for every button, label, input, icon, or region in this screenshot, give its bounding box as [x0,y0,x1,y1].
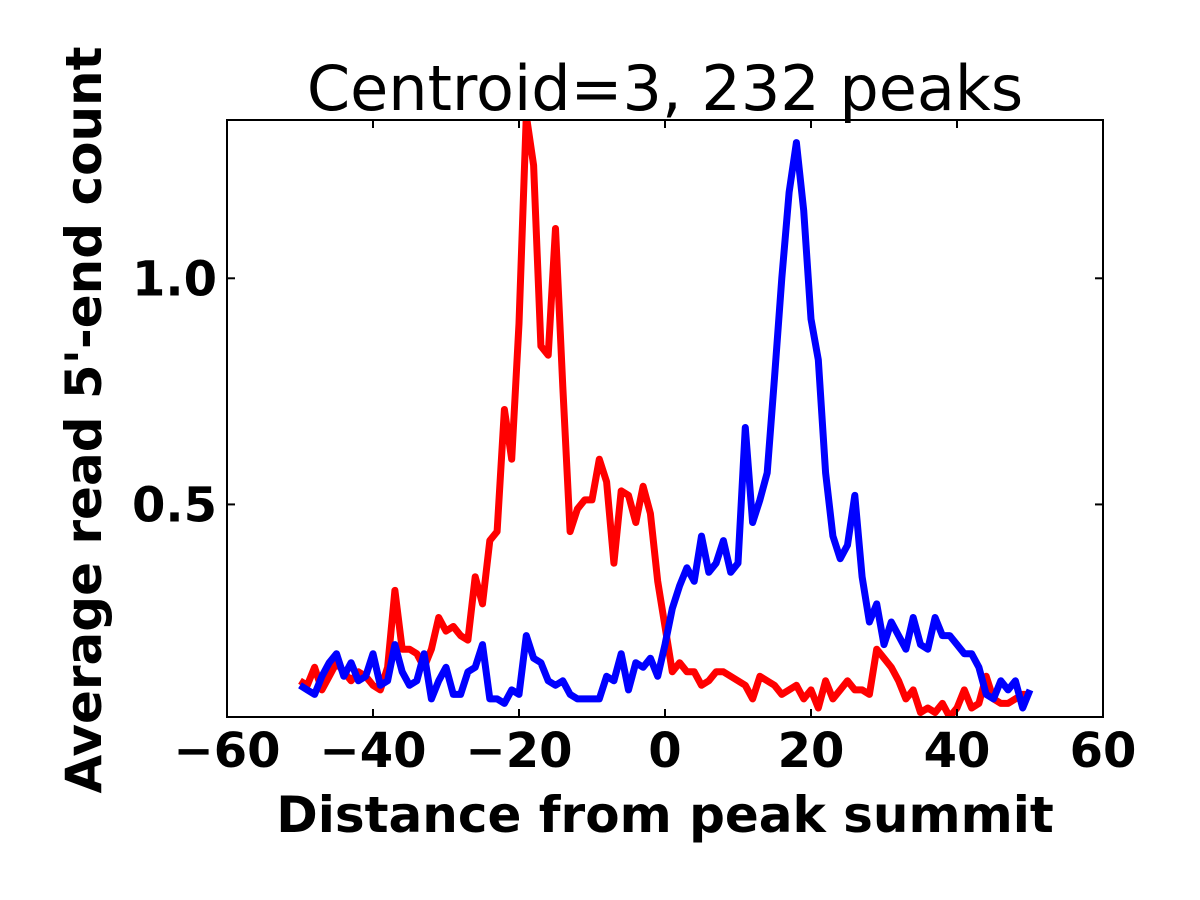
chart-title: Centroid=3, 232 peaks [307,52,1023,125]
series-layer [298,120,1034,717]
y-axis-title: Average read 5'-end count [55,46,113,793]
x-tick-label: −20 [465,723,572,779]
series-line-0 [298,120,1030,717]
x-tick-label: 20 [778,723,845,779]
y-tick-label: 0.5 [132,477,217,533]
x-tick-label: −60 [173,723,280,779]
x-tick-label: 0 [648,723,681,779]
series-line-1 [298,139,1034,712]
y-tick-label: 1.0 [132,251,217,307]
x-tick-label: 60 [1070,723,1137,779]
x-tick-label: −40 [319,723,426,779]
axes-layer: −60 −40 −20 0 20 40 60 0.5 1.0 [132,120,1136,779]
x-tick-label: 40 [924,723,991,779]
x-axis-title: Distance from peak summit [276,786,1054,844]
plot-frame [226,119,1104,718]
